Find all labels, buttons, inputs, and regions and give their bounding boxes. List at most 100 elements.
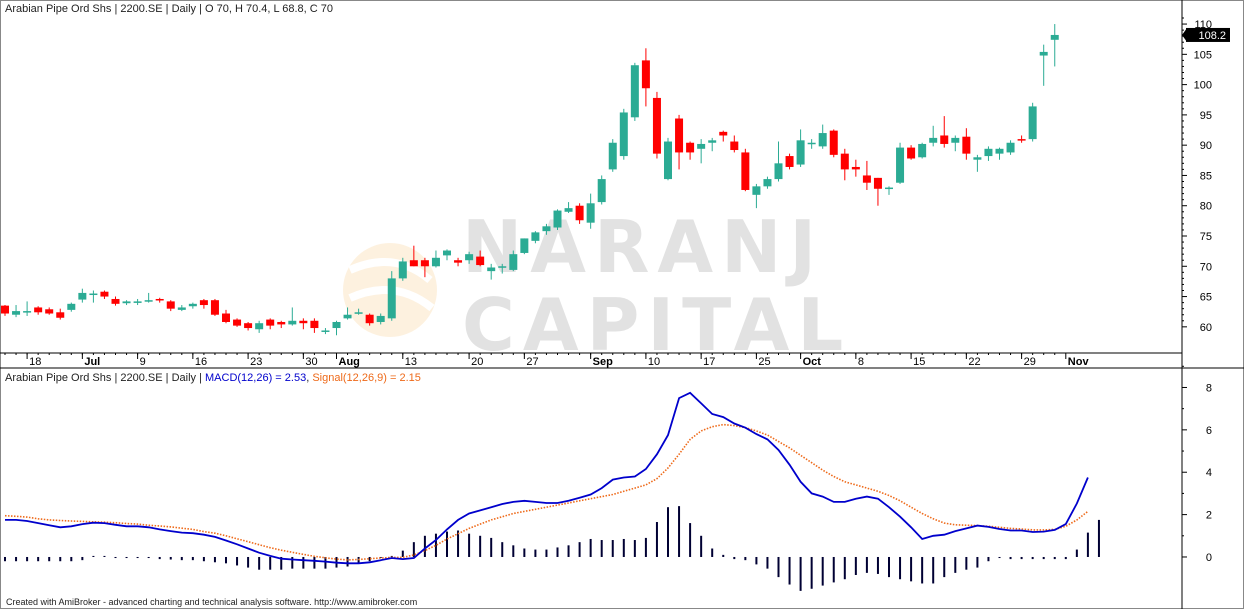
macd-axis: 0 2 4 6 8 [1182, 365, 1212, 564]
histogram-bar [722, 554, 725, 557]
date-tick-label: Sep [593, 356, 613, 368]
histogram-bar [280, 556, 283, 570]
candle-body [951, 137, 960, 143]
macd-symbol-name: Arabian Pipe Ord Shs [5, 372, 112, 384]
histogram-bar [269, 556, 272, 570]
date-tick-label: 22 [968, 356, 980, 368]
histogram-bar [180, 556, 183, 561]
macd-tick-label: 4 [1206, 467, 1212, 479]
candle-body [122, 301, 131, 304]
candle-body [862, 175, 871, 183]
date-axis: 18 Jul 9 16 23 30 Aug 13 20 27 Sep 10 17 25 Oct 8 15 22 29… [4, 353, 1089, 368]
histogram-bar [788, 556, 791, 585]
histogram-bar [943, 556, 946, 578]
histogram-bar [434, 533, 437, 557]
histogram-bar [213, 556, 216, 563]
candle-body [873, 177, 882, 189]
histogram-bar [202, 556, 205, 562]
candle-body [774, 163, 783, 180]
candle-body [730, 141, 739, 151]
period-label: Daily [171, 3, 197, 15]
price-tick-label: 75 [1200, 231, 1212, 243]
candle-body [840, 153, 849, 170]
histogram-bar [368, 556, 371, 562]
histogram-bar [534, 549, 537, 557]
date-tick-label: 18 [29, 356, 41, 368]
histogram-bar [600, 540, 603, 557]
candle-body [586, 203, 595, 223]
macd-tick-label: 6 [1206, 425, 1212, 437]
candle-body [365, 314, 374, 324]
histogram-bar [247, 556, 250, 568]
histogram-bar [313, 556, 316, 569]
macd-tick-label: 2 [1206, 510, 1212, 522]
candle-body [664, 141, 672, 180]
macd-histogram [4, 506, 1100, 591]
candle-body [398, 261, 407, 279]
candle-body [354, 312, 363, 314]
price-tick-label: 60 [1200, 322, 1212, 334]
candle-body [67, 303, 76, 310]
histogram-bar [390, 555, 393, 557]
candle-body [166, 301, 175, 309]
date-tick-label: 23 [250, 356, 262, 368]
histogram-bar [567, 545, 570, 557]
histogram-bar [346, 556, 349, 567]
histogram-bar [733, 556, 736, 560]
candle-body [575, 205, 584, 221]
histogram-bar [1064, 556, 1067, 560]
date-tick-label: 10 [648, 356, 660, 368]
candle-body [210, 300, 219, 315]
histogram-bar [1009, 556, 1012, 560]
candle-body [56, 312, 65, 318]
date-tick-label: 20 [471, 356, 483, 368]
macd-lines [4, 391, 1089, 565]
date-tick-label: 16 [195, 356, 207, 368]
histogram-bar [976, 556, 979, 568]
candle-body [686, 142, 695, 153]
histogram-bar [954, 556, 957, 573]
histogram-bar [324, 556, 327, 569]
histogram-bar [545, 549, 548, 557]
candle-body [177, 307, 186, 310]
histogram-bar [48, 556, 51, 562]
candle-body [619, 112, 628, 157]
candle-body [708, 140, 717, 143]
histogram-bar [998, 556, 1001, 559]
histogram-bar [910, 556, 913, 582]
histogram-bar [446, 531, 448, 557]
macd-value-label: MACD(12,26) = 2.53 [205, 372, 307, 384]
candle-body [542, 226, 551, 232]
price-candles [1, 24, 1059, 336]
candle-body [509, 254, 518, 270]
macd-line [5, 391, 1089, 565]
price-tick-label: 105 [1194, 49, 1212, 61]
histogram-bar [401, 550, 404, 557]
histogram-bar [512, 545, 515, 557]
candle-body [829, 130, 838, 155]
macd-pane-header: Arabian Pipe Ord Shs | 2200.SE | Daily |… [5, 372, 421, 384]
candle-body [343, 314, 352, 319]
last-price-badge [1186, 27, 1230, 42]
candle-body [962, 136, 971, 154]
candle-body [553, 210, 562, 228]
candle-body [885, 187, 893, 190]
price-tick-label: 90 [1200, 140, 1212, 152]
symbol-code: 2200.SE [120, 3, 163, 15]
candle-body [111, 298, 120, 304]
candle-body [498, 266, 507, 268]
candle-body [100, 291, 109, 297]
candle-body [487, 267, 496, 272]
histogram-bar [4, 556, 6, 562]
histogram-bar [1053, 556, 1056, 560]
candle-body [89, 293, 98, 296]
candle-body [409, 260, 418, 267]
macd-symbol-code: 2200.SE [120, 372, 163, 384]
date-tick-label: 9 [140, 356, 146, 368]
candle-body [332, 321, 341, 329]
candle-body [420, 260, 429, 267]
candle-body [443, 250, 451, 256]
price-tick-label: 80 [1200, 201, 1212, 213]
macd-tick-label: 8 [1206, 382, 1212, 394]
candle-body [807, 142, 816, 145]
